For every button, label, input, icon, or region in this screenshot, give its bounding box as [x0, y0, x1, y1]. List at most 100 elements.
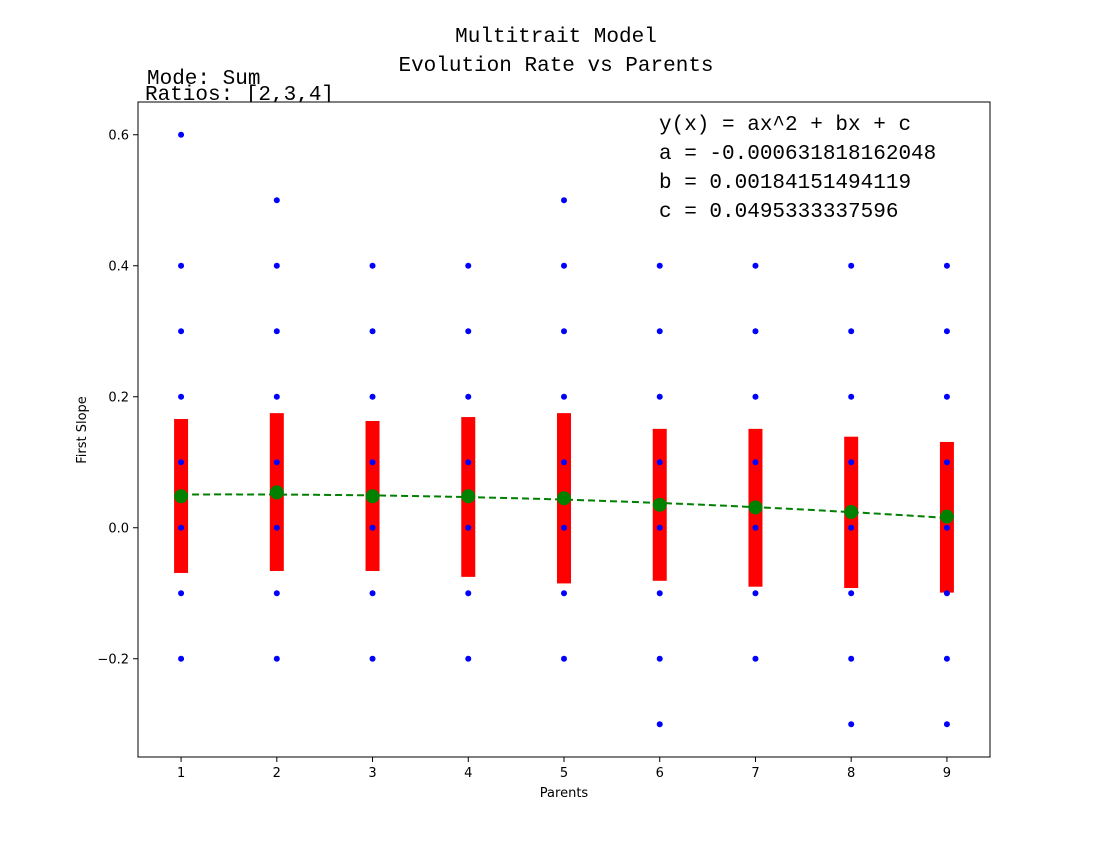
- y-tick-label: 0.6: [108, 128, 129, 143]
- x-axis-ticks: 1 2 3 4 5 6 7 8 9: [177, 757, 951, 781]
- y-axis-label: First Slope: [75, 396, 90, 464]
- data-point: [656, 459, 663, 466]
- data-point: [656, 328, 663, 335]
- y-tick-label: 0.2: [108, 390, 129, 405]
- equation-coefficient-a: a = -0.000631818162048: [659, 143, 936, 166]
- equation-coefficient-c: c = 0.0495333337596: [659, 201, 898, 224]
- data-point: [752, 655, 759, 662]
- data-point: [848, 393, 855, 400]
- x-axis-label: Parents: [540, 786, 589, 801]
- data-point: [178, 524, 185, 531]
- data-point: [465, 328, 472, 335]
- data-point: [178, 655, 185, 662]
- ratios-annotation: Ratios: [2,3,4]: [145, 84, 334, 107]
- data-point: [943, 328, 950, 335]
- chart-title-line-2: Evolution Rate vs Parents: [398, 55, 713, 78]
- fit-line: [181, 493, 947, 519]
- data-point: [848, 262, 855, 269]
- x-tick-label: 7: [751, 766, 759, 781]
- mean-point-8: [844, 505, 859, 520]
- fit-equation: y(x) = ax^2 + bx + c a = -0.000631818162…: [659, 114, 936, 224]
- data-point: [178, 262, 185, 269]
- data-point: [369, 328, 376, 335]
- mean-point-1: [174, 489, 189, 504]
- data-point: [752, 459, 759, 466]
- data-point: [273, 262, 280, 269]
- data-point: [656, 262, 663, 269]
- y-tick-label: 0.4: [108, 259, 129, 274]
- data-point: [752, 590, 759, 597]
- data-point: [369, 524, 376, 531]
- data-point: [848, 721, 855, 728]
- data-point: [848, 655, 855, 662]
- data-point: [561, 524, 567, 531]
- data-point: [656, 524, 663, 531]
- mode-annotation: Mode: Sum: [147, 68, 260, 91]
- data-point: [273, 197, 280, 204]
- data-point: [465, 459, 472, 466]
- mean-point-4: [461, 489, 476, 504]
- data-point: [561, 655, 567, 662]
- fit-line-layer: [181, 493, 947, 519]
- x-tick-label: 8: [847, 766, 855, 781]
- data-point: [465, 524, 472, 531]
- x-tick-label: 4: [464, 766, 472, 781]
- data-point: [656, 590, 663, 597]
- data-point: [656, 721, 663, 728]
- y-axis-ticks: −0.2 0.0 0.2 0.4 0.6: [97, 128, 138, 667]
- mean-point-2: [269, 485, 284, 500]
- mean-point-9: [939, 509, 954, 524]
- data-point: [561, 328, 567, 335]
- data-point: [273, 393, 280, 400]
- data-point: [465, 590, 472, 597]
- y-tick-label: −0.2: [97, 652, 129, 667]
- data-point: [561, 590, 567, 597]
- mean-point-7: [748, 500, 763, 515]
- data-point: [943, 393, 950, 400]
- data-point: [178, 131, 185, 138]
- data-point: [178, 590, 185, 597]
- raw-points: [178, 131, 950, 728]
- data-point: [465, 393, 472, 400]
- data-point: [273, 459, 280, 466]
- data-point: [273, 590, 280, 597]
- data-point: [656, 655, 663, 662]
- data-point: [656, 393, 663, 400]
- x-tick-label: 1: [177, 766, 185, 781]
- data-point: [848, 524, 855, 531]
- data-point: [561, 197, 567, 204]
- data-point: [943, 459, 950, 466]
- x-tick-label: 2: [273, 766, 281, 781]
- data-point: [273, 655, 280, 662]
- mean-points: [174, 485, 954, 524]
- equation-coefficient-b: b = 0.00184151494119: [659, 172, 911, 195]
- data-point: [752, 524, 759, 531]
- data-point: [848, 459, 855, 466]
- data-point: [943, 262, 950, 269]
- data-point: [465, 655, 472, 662]
- data-point: [752, 328, 759, 335]
- data-point: [178, 459, 185, 466]
- data-point: [943, 721, 950, 728]
- mean-point-3: [365, 489, 380, 504]
- mean-point-5: [557, 491, 571, 506]
- x-tick-label: 5: [560, 766, 568, 781]
- data-point: [752, 393, 759, 400]
- x-tick-label: 6: [656, 766, 664, 781]
- data-point: [752, 262, 759, 269]
- data-point: [561, 262, 567, 269]
- y-tick-label: 0.0: [108, 521, 129, 536]
- data-point: [369, 262, 376, 269]
- equation-formula: y(x) = ax^2 + bx + c: [659, 114, 911, 137]
- data-point: [369, 590, 376, 597]
- data-point: [178, 328, 185, 335]
- data-point: [369, 459, 376, 466]
- data-point: [561, 459, 567, 466]
- chart-title-line-1: Multitrait Model: [455, 26, 657, 49]
- data-point: [178, 393, 185, 400]
- data-point: [561, 393, 567, 400]
- x-tick-label: 3: [368, 766, 376, 781]
- data-point: [273, 524, 280, 531]
- data-point: [848, 328, 855, 335]
